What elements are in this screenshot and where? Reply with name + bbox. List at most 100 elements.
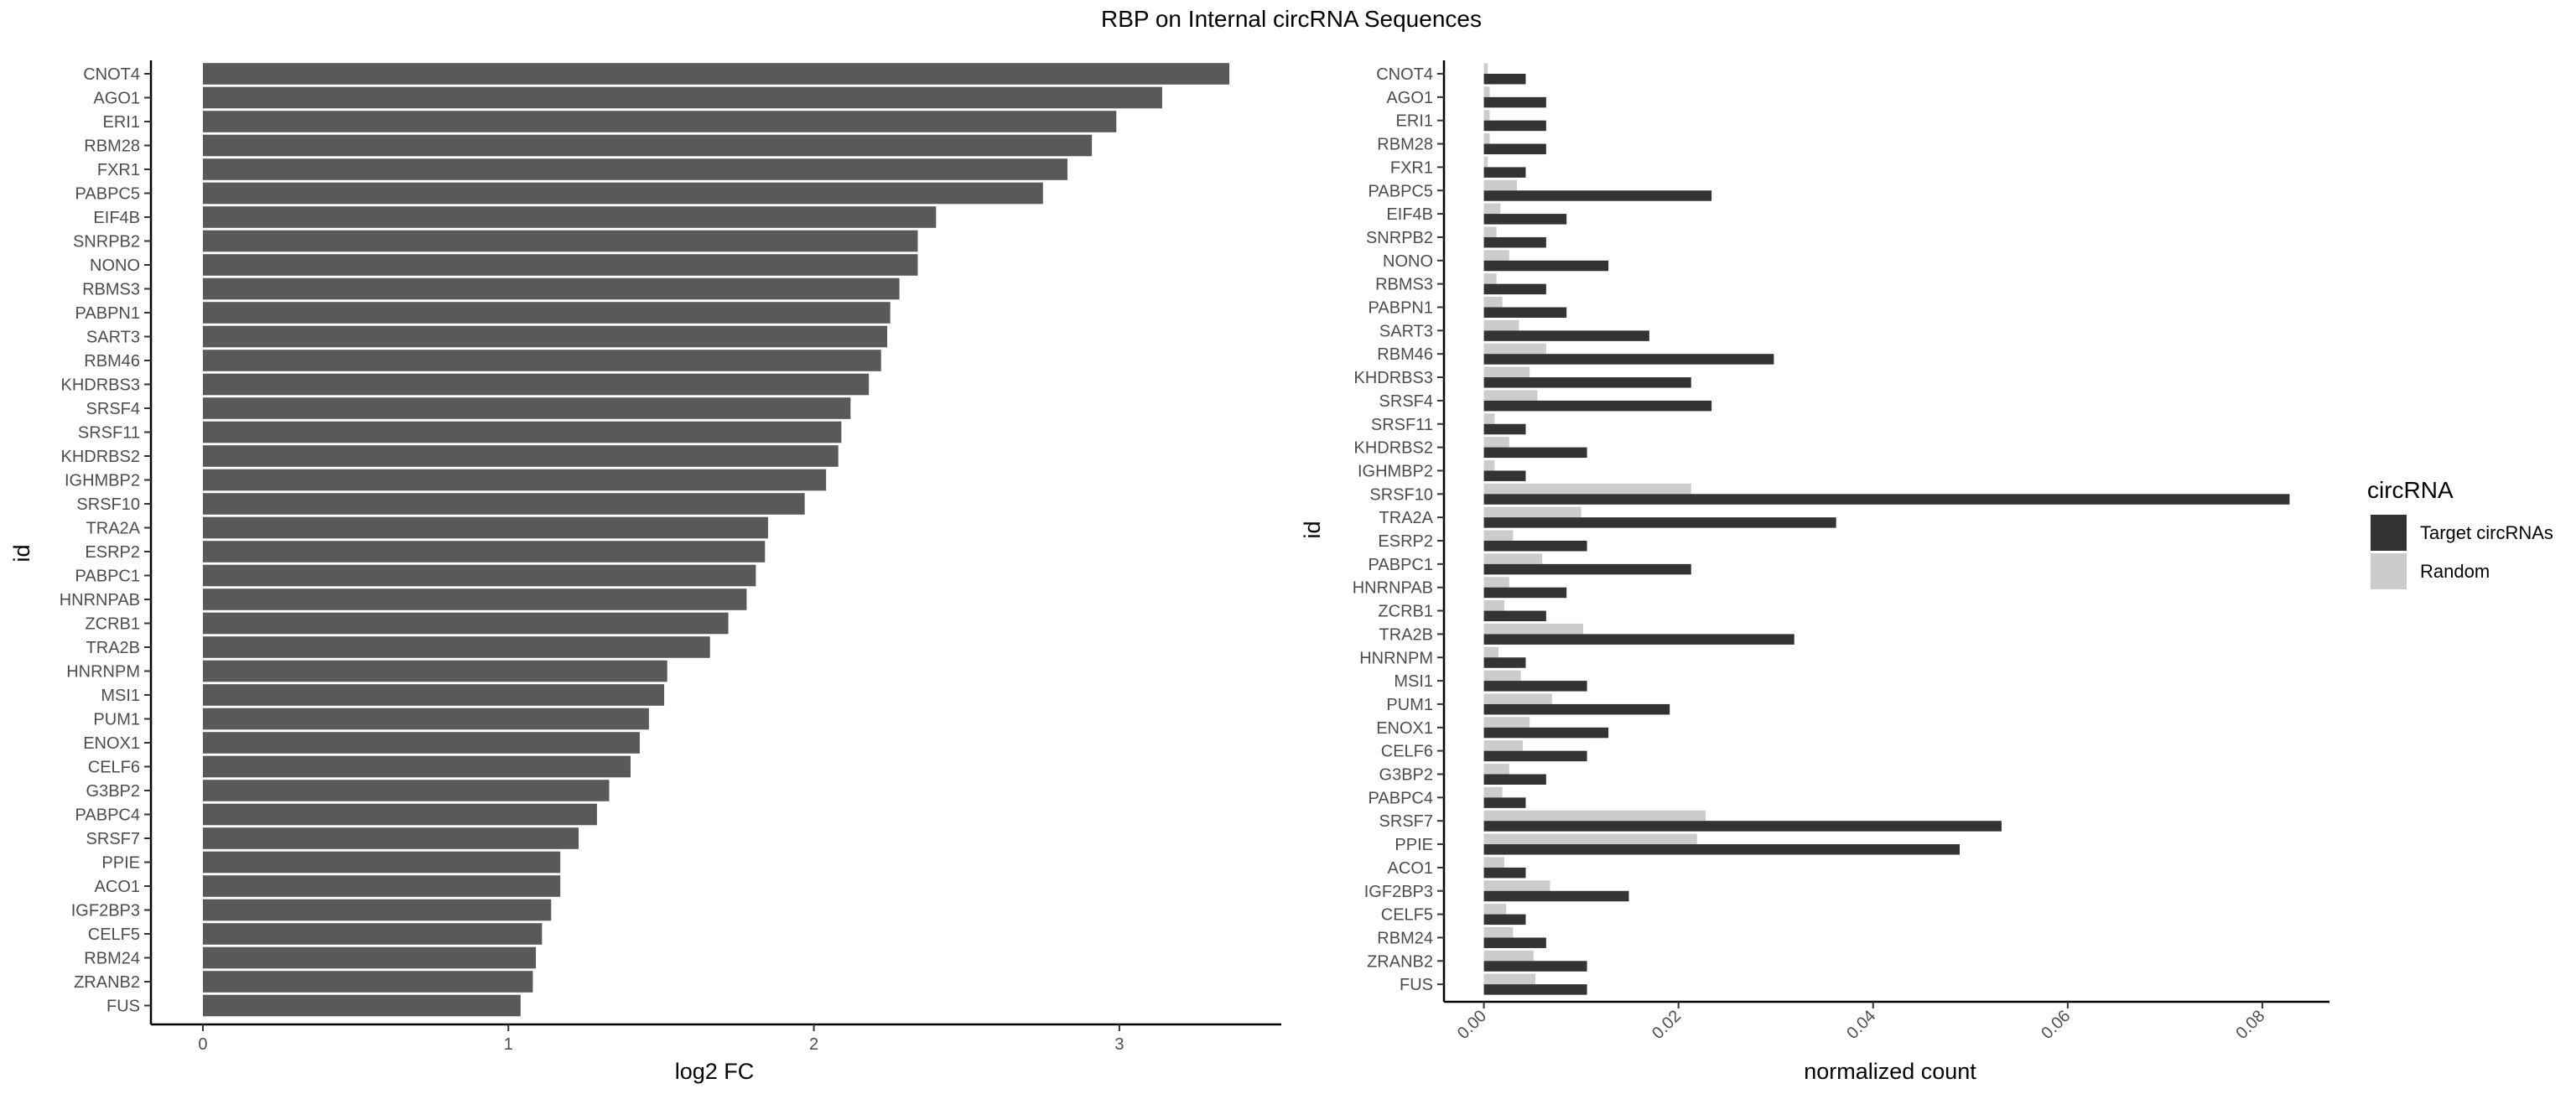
right-bar-random-pabpc4: [1483, 786, 1503, 798]
left-y-tick-label: CELF6: [88, 759, 140, 777]
right-y-tick-label: SRSF4: [1379, 392, 1433, 411]
right-bar-random-srsf4: [1483, 390, 1538, 401]
right-bar-target-sart3: [1483, 330, 1649, 341]
left-y-tick-label: FUS: [106, 998, 140, 1016]
right-bar-target-rbms3: [1483, 283, 1546, 295]
right-bar-target-srsf4: [1483, 400, 1712, 412]
left-bar-srsf10: [202, 493, 805, 515]
left-bar-pabpn1: [202, 302, 891, 324]
right-bar-target-cnot4: [1483, 74, 1526, 85]
right-bar-random-eri1: [1483, 110, 1490, 121]
legend-swatch-random: [2371, 553, 2407, 589]
legend-label-target: Target circRNAs: [2420, 522, 2553, 543]
left-bar-celf5: [202, 923, 543, 945]
left-x-axis-title: log2 FC: [675, 1059, 755, 1084]
left-bar-eif4b: [202, 206, 937, 228]
right-y-tick-label: FXR1: [1390, 158, 1433, 177]
right-y-tick-label: ERI1: [1396, 112, 1433, 131]
left-bar-rbm28: [202, 134, 1093, 157]
left-y-tick-label: IGF2BP3: [71, 902, 140, 920]
right-bar-random-sart3: [1483, 319, 1519, 331]
left-y-axis-title: id: [9, 544, 34, 562]
left-y-tick-label: TRA2A: [86, 520, 141, 538]
left-y-tick-label: AGO1: [93, 90, 140, 108]
left-bar-hnrnpab: [202, 588, 747, 610]
left-bar-pabpc4: [202, 803, 597, 826]
right-y-tick-label: PUM1: [1386, 696, 1433, 714]
right-bar-random-aco1: [1483, 857, 1504, 868]
left-y-tick-label: SART3: [86, 329, 140, 347]
right-bar-target-pabpn1: [1483, 307, 1567, 318]
right-bar-target-khdrbs3: [1483, 377, 1691, 388]
right-bar-random-fxr1: [1483, 156, 1488, 168]
left-x-tick-label: 1: [504, 1035, 513, 1054]
right-bar-target-tra2a: [1483, 517, 1836, 528]
left-axes: 0 1 2 3 CNOT4 AGO1 ERI1 RBM28 FXR1 PABPC5 EIF4B SNR…: [60, 60, 1281, 1054]
right-bar-random-g3bp2: [1483, 764, 1509, 775]
right-y-tick-label: IGF2BP3: [1364, 883, 1433, 901]
left-bar-srsf7: [202, 827, 579, 849]
left-bar-ago1: [202, 86, 1162, 109]
left-y-tick-label: SRSF10: [76, 495, 140, 514]
right-x-axis-title: normalized count: [1804, 1059, 1976, 1084]
right-bar-target-pum1: [1483, 703, 1670, 715]
left-bar-pabpc5: [202, 182, 1043, 205]
left-bar-igf2bp3: [202, 899, 552, 921]
right-y-tick-label: IGHMBP2: [1358, 462, 1433, 480]
right-bar-target-pabpc4: [1483, 797, 1526, 808]
left-bar-khdrbs2: [202, 445, 839, 467]
left-y-tick-label: TRA2B: [86, 639, 140, 657]
left-bar-nono: [202, 254, 918, 276]
right-bar-target-celf6: [1483, 750, 1587, 762]
right-bar-target-fxr1: [1483, 167, 1526, 178]
right-y-tick-label: RBMS3: [1375, 276, 1433, 294]
right-bar-random-pabpn1: [1483, 297, 1503, 308]
left-bar-aco1: [202, 875, 561, 897]
right-bar-random-igf2bp3: [1483, 880, 1550, 891]
right-y-tick-label: ACO1: [1388, 859, 1433, 878]
right-bar-random-rbms3: [1483, 273, 1497, 284]
right-bar-random-rbm46: [1483, 343, 1546, 355]
left-y-tick-label: ESRP2: [85, 543, 140, 562]
left-bar-celf6: [202, 755, 631, 778]
right-y-tick-label: RBM24: [1377, 929, 1433, 947]
right-y-tick-label: ZRANB2: [1367, 952, 1433, 971]
right-bar-random-khdrbs3: [1483, 366, 1530, 378]
right-bar-random-celf5: [1483, 904, 1507, 915]
right-y-tick-label: AGO1: [1386, 89, 1433, 107]
right-y-tick-label: G3BP2: [1379, 766, 1433, 785]
left-bar-fxr1: [202, 158, 1067, 180]
right-y-axis-title: id: [1300, 521, 1325, 538]
left-bar-hnrnpm: [202, 660, 667, 682]
right-y-tick-label: SRSF7: [1379, 812, 1433, 831]
left-y-tick-label: RBM46: [84, 352, 140, 371]
legend-title: circRNA: [2367, 477, 2454, 503]
left-bar-pum1: [202, 708, 649, 730]
right-y-tick-label: PABPN1: [1368, 299, 1433, 318]
right-bar-target-ppie: [1483, 844, 1961, 855]
left-y-tick-label: ENOX1: [83, 734, 140, 753]
left-bar-pabpc1: [202, 564, 756, 587]
right-bar-random-cnot4: [1483, 63, 1488, 74]
left-y-tick-label: HNRNPAB: [60, 591, 140, 609]
left-y-tick-label: SNRPB2: [73, 233, 140, 251]
right-bar-random-hnrnpab: [1483, 577, 1509, 588]
left-y-tick-label: PABPC5: [75, 185, 140, 204]
right-y-tick-label: PABPC1: [1368, 556, 1433, 574]
left-y-tick-label: SRSF11: [78, 424, 140, 443]
right-y-tick-label: HNRNPAB: [1353, 579, 1433, 598]
left-x-tick-label: 0: [198, 1035, 207, 1054]
right-bar-random-zcrb1: [1483, 600, 1504, 611]
legend-swatch-target: [2371, 515, 2407, 551]
left-bar-msi1: [202, 684, 665, 706]
left-y-tick-label: PABPC1: [75, 568, 140, 586]
right-bar-target-rbm28: [1483, 143, 1546, 155]
left-bar-tra2a: [202, 516, 768, 539]
left-bar-ighmbp2: [202, 469, 827, 491]
right-bar-target-tra2b: [1483, 634, 1794, 645]
right-bar-target-celf5: [1483, 914, 1526, 925]
left-y-tick-label: IGHMBP2: [65, 472, 140, 490]
right-bar-target-rbm46: [1483, 354, 1774, 365]
right-x-tick-label: 0.06: [2038, 1007, 2074, 1043]
